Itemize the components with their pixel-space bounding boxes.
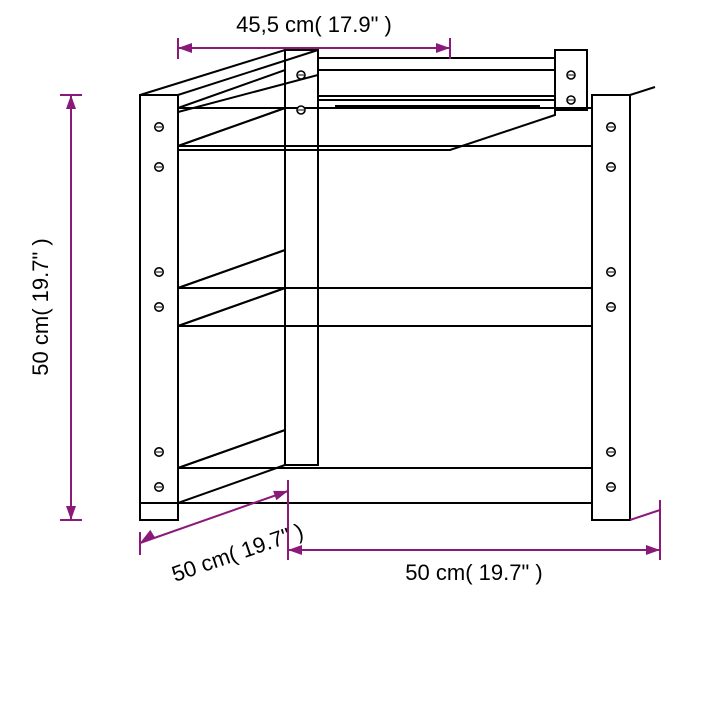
top-rear-rail — [318, 58, 555, 96]
dim-depth: 50 cm( 19.7" ) — [137, 480, 306, 587]
dim-width: 50 cm( 19.7" ) — [288, 500, 660, 585]
dim-width-label: 50 cm( 19.7" ) — [405, 560, 542, 585]
interior-opening — [178, 70, 555, 150]
dim-top-label: 45,5 cm( 17.9" ) — [236, 12, 392, 37]
front-right-post — [592, 83, 665, 520]
left-side — [178, 70, 285, 503]
dim-left-label: 50 cm( 19.7" ) — [28, 238, 53, 375]
dimensions: 45,5 cm( 17.9" ) 50 cm( 19.7" ) 50 cm( 1… — [28, 12, 660, 587]
dimension-drawing: 45,5 cm( 17.9" ) 50 cm( 19.7" ) 50 cm( 1… — [0, 0, 720, 720]
dim-depth-label: 50 cm( 19.7" ) — [168, 518, 306, 586]
screws — [155, 71, 615, 491]
front-face — [178, 108, 592, 503]
dim-left: 50 cm( 19.7" ) — [28, 95, 82, 520]
product — [140, 50, 665, 520]
